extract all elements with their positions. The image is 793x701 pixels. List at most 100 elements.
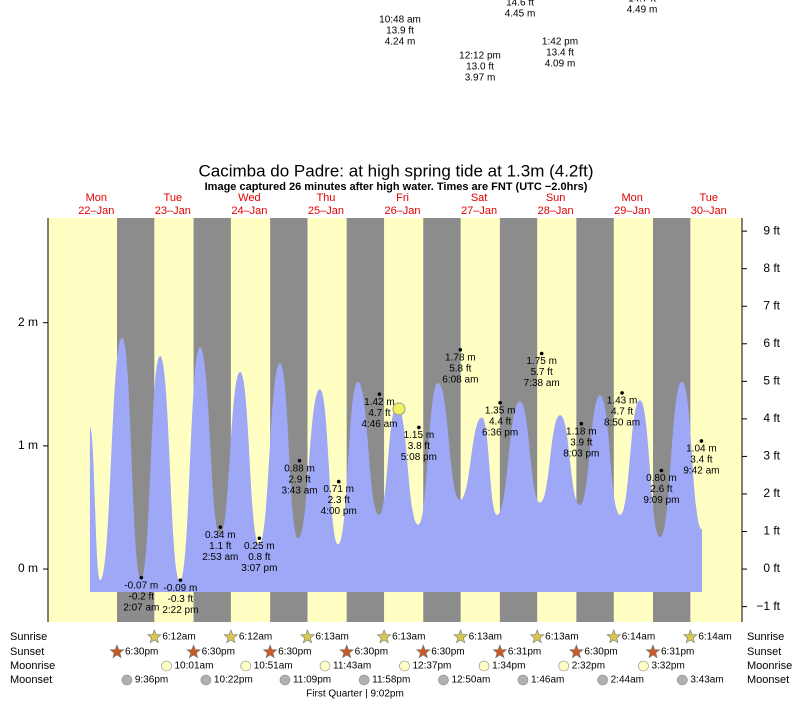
- day-date: 24–Jan: [231, 205, 267, 217]
- tide-marker: [417, 425, 421, 430]
- tide-marker-time: 6:36 pm: [482, 427, 518, 438]
- sun-icon: [376, 629, 392, 644]
- sunset-time: 6:30pm: [202, 647, 235, 658]
- sunrise-time: 6:13am: [392, 632, 425, 643]
- row-label: Moonset: [747, 674, 789, 686]
- sun-icon: [186, 644, 202, 659]
- tide-marker-m: -0.07 m: [124, 580, 158, 591]
- tide-marker-m: 0.25 m: [244, 541, 275, 552]
- top-fragment-label: 13.9 ft: [386, 26, 414, 37]
- moon-icon: [558, 660, 570, 672]
- day-date: 25–Jan: [308, 205, 344, 217]
- top-fragment-label: 4.55 m: [425, 0, 456, 3]
- top-fragment-label: 13.0 ft: [466, 62, 494, 73]
- sunset-time: 6:30pm: [278, 647, 311, 658]
- sun-icon: [453, 629, 469, 644]
- tide-area: [89, 337, 703, 592]
- sun-icon: [339, 644, 355, 659]
- moonrise-time: 11:43am: [333, 661, 371, 672]
- tide-marker-ft: 3.4 ft: [690, 455, 712, 466]
- moonrise-time: 1:34pm: [492, 661, 525, 672]
- y2-tick-label: 8 ft: [763, 261, 780, 275]
- tide-marker-time: 2:53 am: [202, 552, 238, 563]
- sun-icon: [109, 644, 125, 659]
- tide-marker: [218, 525, 223, 529]
- sunrise-time: 6:14am: [622, 632, 655, 643]
- sun-icon: [262, 644, 278, 659]
- day-name: Tue: [699, 192, 718, 204]
- tide-marker: [539, 351, 544, 356]
- current-tide-marker: [392, 402, 406, 416]
- day-date: 26–Jan: [384, 205, 420, 217]
- sun-icon: [529, 629, 545, 644]
- y2-tick-label: 1 ft: [763, 524, 780, 538]
- tide-marker-ft: 2.3 ft: [328, 495, 350, 506]
- moon-icon: [478, 660, 490, 672]
- top-fragment-label: 1:42 pm: [542, 37, 578, 48]
- sun-icon: [299, 629, 316, 644]
- moon-icon: [161, 660, 172, 672]
- sunset-time: 6:30pm: [125, 647, 158, 658]
- day-date: 27–Jan: [461, 205, 497, 217]
- day-name: Sun: [546, 192, 566, 204]
- day-name: Wed: [238, 192, 260, 204]
- tide-marker: [699, 439, 704, 443]
- sunset-time: 6:30pm: [355, 647, 388, 658]
- tide-marker-ft: 3.9 ft: [570, 437, 592, 448]
- y2-tick-label: −1 ft: [756, 599, 780, 613]
- chart-title: Cacimba do Padre: at high spring tide at…: [199, 161, 594, 180]
- sunrise-time: 6:14am: [698, 632, 731, 643]
- day-date: 28–Jan: [538, 205, 574, 217]
- moonrise-time: 10:51am: [254, 661, 293, 672]
- moon-icon: [677, 674, 688, 686]
- top-fragment-label: 12:12 pm: [459, 51, 501, 62]
- y-tick-label: 1 m: [18, 438, 38, 452]
- y2-tick-label: 7 ft: [763, 298, 780, 312]
- moonset-time: 1:46am: [531, 675, 564, 686]
- tide-marker-m: 0.34 m: [205, 530, 236, 541]
- y2-tick-label: 5 ft: [763, 373, 780, 387]
- moonrise-time: 2:32pm: [572, 661, 605, 672]
- tide-marker-ft: -0.3 ft: [168, 594, 194, 605]
- row-label: Moonrise: [10, 660, 55, 672]
- sunrise-time: 6:13am: [316, 632, 349, 643]
- moon-icon: [358, 674, 370, 686]
- tide-marker: [178, 578, 183, 582]
- moon-icon: [279, 674, 291, 686]
- day-name: Mon: [86, 192, 107, 204]
- tide-marker-ft: 2.9 ft: [288, 474, 310, 485]
- moon-icon: [121, 674, 133, 686]
- y2-tick-label: 0 ft: [763, 561, 780, 575]
- tide-marker-m: 0.80 m: [646, 473, 677, 484]
- y-tick-label: 2 m: [18, 315, 38, 329]
- moonset-time: 11:58pm: [372, 675, 410, 686]
- tide-marker-m: 1.15 m: [404, 430, 435, 441]
- tide-marker: [620, 391, 624, 395]
- day-name: Thu: [316, 192, 335, 204]
- top-fragment-label: 3.97 m: [465, 73, 496, 84]
- moon-icon: [240, 660, 252, 672]
- day-name: Tue: [164, 192, 183, 204]
- row-label: Sunrise: [10, 631, 47, 643]
- tide-marker: [336, 479, 341, 484]
- row-label: Moonrise: [747, 660, 792, 672]
- sun-icon: [146, 629, 162, 644]
- tide-marker-ft: 4.4 ft: [489, 416, 511, 427]
- row-label: Sunrise: [747, 631, 784, 643]
- sun-icon: [606, 629, 622, 644]
- tide-marker-m: -0.09 m: [163, 583, 197, 594]
- tide-marker-ft: 4.7 ft: [611, 407, 633, 418]
- tide-marker-time: 7:38 am: [524, 378, 560, 389]
- sunrise-time: 6:12am: [162, 632, 195, 643]
- top-fragment-label: 4.49 m: [627, 5, 658, 16]
- tide-marker-time: 9:42 am: [683, 466, 719, 477]
- tide-marker-ft: 1.1 ft: [209, 541, 231, 552]
- tide-marker-m: 1.35 m: [485, 405, 516, 416]
- tide-marker-m: 0.71 m: [323, 484, 354, 495]
- moonset-time: 11:09pm: [293, 675, 331, 686]
- chart-subtitle: Image captured 26 minutes after high wat…: [205, 181, 588, 193]
- tide-marker: [498, 400, 502, 405]
- moonset-time: 3:43am: [690, 675, 723, 686]
- moon-phase: First Quarter | 9:02pm: [306, 689, 404, 700]
